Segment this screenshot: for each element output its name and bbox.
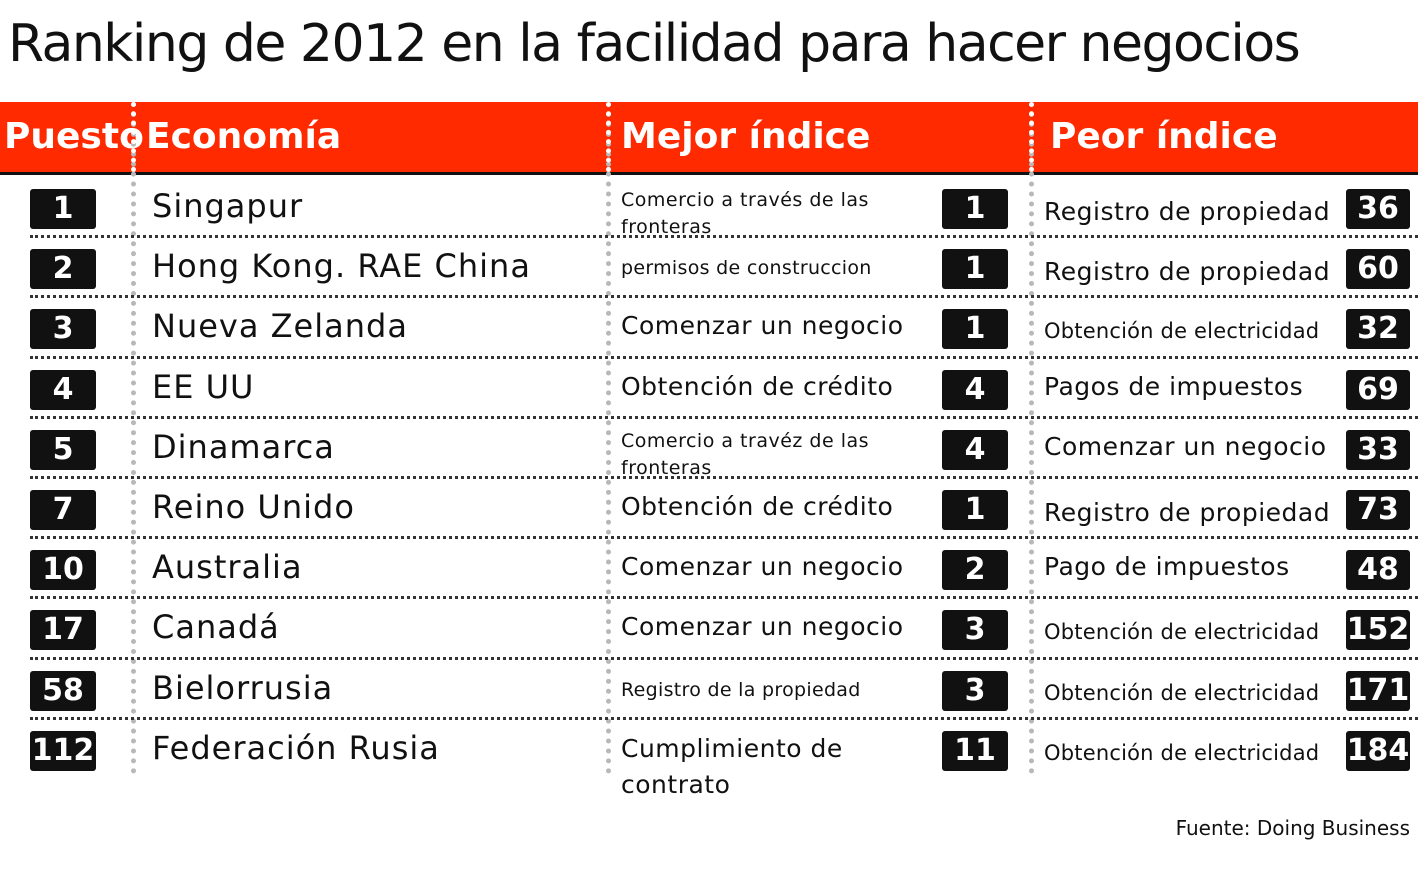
worst-index-label: Obtención de electricidad [1044, 620, 1320, 645]
economy-name: Federación Rusia [152, 728, 440, 767]
worst-index-value: 32 [1346, 309, 1410, 350]
economy-name: Australia [152, 548, 303, 587]
worst-index-value: 60 [1346, 249, 1410, 290]
economy-name: Reino Unido [152, 487, 355, 526]
rank-badge: 7 [30, 489, 96, 530]
economy-name: Dinamarca [152, 427, 335, 466]
table-row: 3 Nueva Zelanda Comenzar un negocio 1 Ob… [0, 295, 1418, 355]
rank-badge: 1 [30, 189, 96, 229]
best-index-label: Obtención de crédito [621, 371, 894, 401]
economy-name: Hong Kong. RAE China [152, 247, 531, 286]
best-index-value: 1 [942, 489, 1008, 530]
header-divider [131, 102, 136, 172]
best-index-value: 1 [942, 189, 1008, 229]
worst-index-value: 69 [1346, 369, 1410, 410]
best-index-value: 4 [942, 369, 1008, 410]
best-index-label: Comercio a travéz de las fronteras [621, 429, 870, 479]
worst-index-label: Registro de propiedad [1044, 497, 1331, 527]
worst-index-label: Obtención de electricidad [1044, 740, 1320, 765]
worst-index-value: 73 [1346, 489, 1410, 530]
best-index-label: Comercio a través de las fronteras [621, 189, 869, 238]
worst-index-value: 33 [1346, 429, 1410, 470]
worst-index-label: Registro de propiedad [1044, 197, 1331, 226]
table-row: 17 Canadá Comenzar un negocio 3 Obtenció… [0, 596, 1418, 656]
worst-index-value: 152 [1346, 610, 1410, 651]
table-row: 4 EE UU Obtención de crédito 4 Pagos de … [0, 355, 1418, 416]
best-index-value: 1 [942, 249, 1008, 290]
header-worst-index: Peor índice [1050, 116, 1278, 157]
worst-index-label: Registro de propiedad [1044, 257, 1331, 287]
best-index-label: Obtención de crédito [621, 491, 894, 521]
economy-name: Canadá [152, 608, 280, 647]
worst-index-label: Pago de impuestos [1044, 552, 1290, 582]
economy-name: EE UU [152, 367, 255, 406]
worst-index-label: Obtención de electricidad [1044, 319, 1320, 344]
worst-index-label: Obtención de electricidad [1044, 680, 1320, 705]
worst-index-label: Comenzar un negocio [1044, 431, 1327, 461]
best-index-label: Comenzar un negocio [621, 552, 904, 582]
best-index-label: Comenzar un negocio [621, 311, 904, 341]
best-index-value: 3 [942, 610, 1008, 651]
rank-badge: 112 [30, 730, 96, 771]
worst-index-value: 184 [1346, 730, 1410, 771]
best-index-value: 2 [942, 550, 1008, 591]
best-index-value: 11 [942, 730, 1008, 771]
best-index-value: 3 [942, 670, 1008, 711]
worst-index-value: 48 [1346, 550, 1410, 591]
worst-index-label: Pagos de impuestos [1044, 371, 1304, 401]
economy-name: Bielorrusia [152, 668, 334, 707]
best-index-label: permisos de construccion [621, 257, 872, 280]
worst-index-value: 171 [1346, 670, 1410, 711]
economy-name: Nueva Zelanda [152, 307, 408, 346]
column-divider [1029, 102, 1034, 774]
table-row: 112 Federación Rusia Cumplimiento de con… [0, 716, 1418, 799]
best-index-value: 4 [942, 429, 1008, 470]
column-divider [606, 102, 611, 774]
table-row: 5 Dinamarca Comercio a travéz de las fro… [0, 415, 1418, 479]
header-divider [606, 102, 611, 172]
rank-badge: 58 [30, 670, 96, 711]
header-divider [1029, 102, 1034, 172]
table-row: 7 Reino Unido Obtención de crédito 1 Reg… [0, 475, 1418, 536]
rank-badge: 5 [30, 429, 96, 470]
ranking-table: 1 Singapur Comercio a través de las fron… [0, 175, 1418, 799]
rank-badge: 2 [30, 249, 96, 290]
table-row: 2 Hong Kong. RAE China permisos de const… [0, 235, 1418, 295]
rank-badge: 10 [30, 550, 96, 591]
worst-index-value: 36 [1346, 189, 1410, 229]
table-row: 10 Australia Comenzar un negocio 2 Pago … [0, 536, 1418, 596]
table-row: 1 Singapur Comercio a través de las fron… [0, 175, 1418, 238]
header-economy: Economía [146, 116, 342, 157]
column-divider [131, 102, 136, 774]
header-best-index: Mejor índice [621, 116, 871, 157]
table-header: Puesto Economía Mejor índice Peor índice [0, 102, 1418, 175]
best-index-label: Registro de la propiedad [621, 678, 861, 701]
rank-badge: 17 [30, 610, 96, 651]
economy-name: Singapur [152, 187, 304, 225]
best-index-value: 1 [942, 309, 1008, 350]
best-index-label: Comenzar un negocio [621, 612, 904, 642]
rank-badge: 3 [30, 309, 96, 350]
rank-badge: 4 [30, 369, 96, 410]
table-row: 58 Bielorrusia Registro de la propiedad … [0, 656, 1418, 717]
header-rank: Puesto [4, 116, 144, 157]
source-note: Fuente: Doing Business [1175, 816, 1410, 840]
page-title: Ranking de 2012 en la facilidad para hac… [8, 14, 1301, 74]
best-index-label: Cumplimiento de contrato [621, 733, 843, 799]
